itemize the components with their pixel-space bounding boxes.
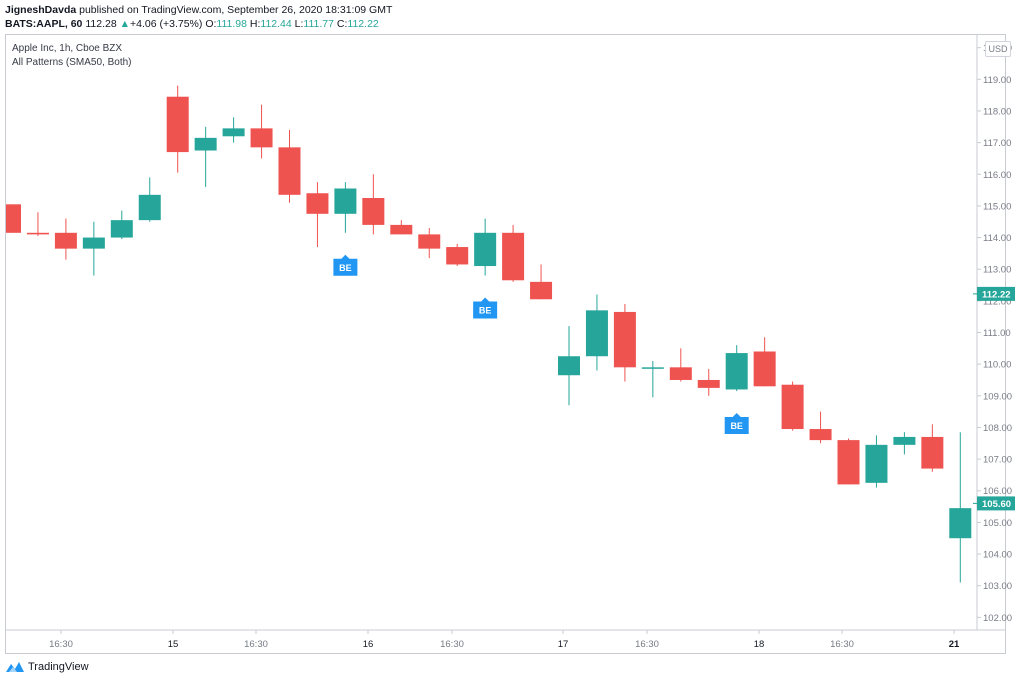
price-label-text: 112.22	[982, 289, 1011, 300]
published-text: published on TradingView.com, September …	[76, 4, 393, 16]
y-tick-label: 119.00	[983, 75, 1011, 86]
candle-body	[6, 204, 21, 233]
candle-body	[837, 440, 860, 485]
x-tick-label: 16:30	[830, 639, 854, 650]
y-tick-label: 111.00	[983, 328, 1011, 339]
candle-body	[697, 379, 720, 388]
candle-body	[362, 197, 385, 225]
pattern-badge-label: BE	[479, 306, 492, 316]
tradingview-logo-icon	[6, 662, 24, 672]
y-tick-label: 108.00	[983, 423, 1012, 434]
price-label-text: 105.60	[982, 499, 1011, 510]
pattern-badge-label: BE	[339, 263, 352, 273]
candle-body	[613, 311, 636, 368]
y-tick-label: 118.00	[983, 106, 1011, 117]
candle-body	[474, 232, 497, 267]
candle-body	[166, 96, 189, 153]
symbol-info: BATS:AAPL, 60 112.28 ▲+4.06 (+3.75%) O:1…	[5, 18, 379, 30]
y-tick-label: 115.00	[983, 201, 1011, 212]
symbol-name: BATS:AAPL, 60	[5, 18, 83, 30]
x-tick-label: 18	[754, 639, 765, 650]
candle-body	[530, 281, 553, 300]
candle-body	[278, 147, 301, 195]
y-tick-label: 103.00	[983, 581, 1012, 592]
y-tick-label: 106.00	[983, 486, 1012, 497]
candle-body	[418, 234, 441, 249]
candle-body	[334, 188, 357, 214]
candle-body	[725, 353, 748, 390]
candle-body	[26, 232, 49, 235]
candle-body	[753, 351, 776, 387]
candle-body	[949, 508, 972, 539]
chart-legend-title: Apple Inc, 1h, Cboe BZX	[12, 43, 123, 54]
y-tick-label: 117.00	[983, 138, 1011, 149]
chart-legend-indicator[interactable]: All Patterns (SMA50, Both)	[12, 57, 132, 68]
candle-body	[558, 356, 580, 376]
candle-body	[306, 193, 329, 214]
candle-body	[138, 194, 161, 221]
candle-body	[82, 237, 105, 249]
y-tick-label: 107.00	[983, 455, 1012, 466]
author-name[interactable]: JigneshDavda	[5, 4, 77, 16]
pattern-badge	[473, 297, 498, 319]
y-tick-label: 110.00	[983, 360, 1011, 371]
price-change: +4.06 (+3.75%)	[130, 18, 203, 30]
tradingview-logo[interactable]: TradingView	[6, 661, 89, 673]
x-tick-label: 17	[558, 639, 569, 650]
publish-info: JigneshDavda published on TradingView.co…	[5, 4, 392, 16]
open-value: 111.98	[216, 18, 247, 30]
candle-body	[865, 444, 888, 483]
candle-body	[222, 128, 245, 137]
candle-body	[110, 220, 133, 238]
currency-button[interactable]: USD	[985, 41, 1011, 57]
candle-body	[585, 310, 608, 357]
y-tick-label: 116.00	[983, 170, 1011, 181]
y-tick-label: 113.00	[983, 265, 1011, 276]
y-tick-label: 114.00	[983, 233, 1011, 244]
high-label: H:	[249, 18, 261, 30]
price-label-box	[977, 496, 1015, 511]
tradingview-brand: TradingView	[28, 661, 89, 673]
pattern-badge-label: BE	[730, 421, 743, 431]
x-tick-label: 16:30	[244, 639, 268, 650]
y-tick-label: 102.00	[983, 613, 1012, 624]
y-tick-label: 109.00	[983, 391, 1012, 402]
price-label-box	[977, 286, 1015, 301]
candle-body	[502, 232, 525, 281]
candle-body	[893, 436, 916, 445]
x-tick-label: 16:30	[440, 639, 464, 650]
chart-frame[interactable]	[5, 34, 1006, 654]
y-tick-label: 105.00	[983, 518, 1012, 529]
last-price: 112.28	[85, 18, 117, 30]
low-label: L:	[294, 18, 304, 30]
open-label: O:	[205, 18, 217, 30]
y-tick-label: 104.00	[983, 550, 1012, 561]
candle-body	[390, 224, 413, 235]
low-value: 111.77	[303, 18, 334, 30]
candle-body	[669, 367, 692, 380]
candle-body	[250, 128, 273, 148]
x-tick-label: 15	[168, 639, 179, 650]
x-tick-label: 16:30	[49, 639, 73, 650]
candle-body	[446, 247, 469, 265]
high-value: 112.44	[260, 18, 292, 30]
candle-body	[54, 232, 77, 249]
candle-body	[921, 436, 944, 469]
x-tick-label: 16:30	[635, 639, 659, 650]
candle-body	[781, 384, 804, 430]
y-tick-label: 112.00	[983, 296, 1011, 307]
pattern-badge	[333, 254, 358, 276]
close-value: 112.22	[347, 18, 379, 30]
pattern-badge	[724, 413, 749, 435]
close-label: C:	[336, 18, 348, 30]
x-tick-label: 16	[363, 639, 374, 650]
candle-body	[641, 367, 664, 369]
candle-body	[194, 137, 217, 151]
x-tick-label: 21	[949, 639, 960, 650]
candle-body	[809, 429, 832, 441]
up-arrow-icon: ▲	[119, 18, 130, 30]
